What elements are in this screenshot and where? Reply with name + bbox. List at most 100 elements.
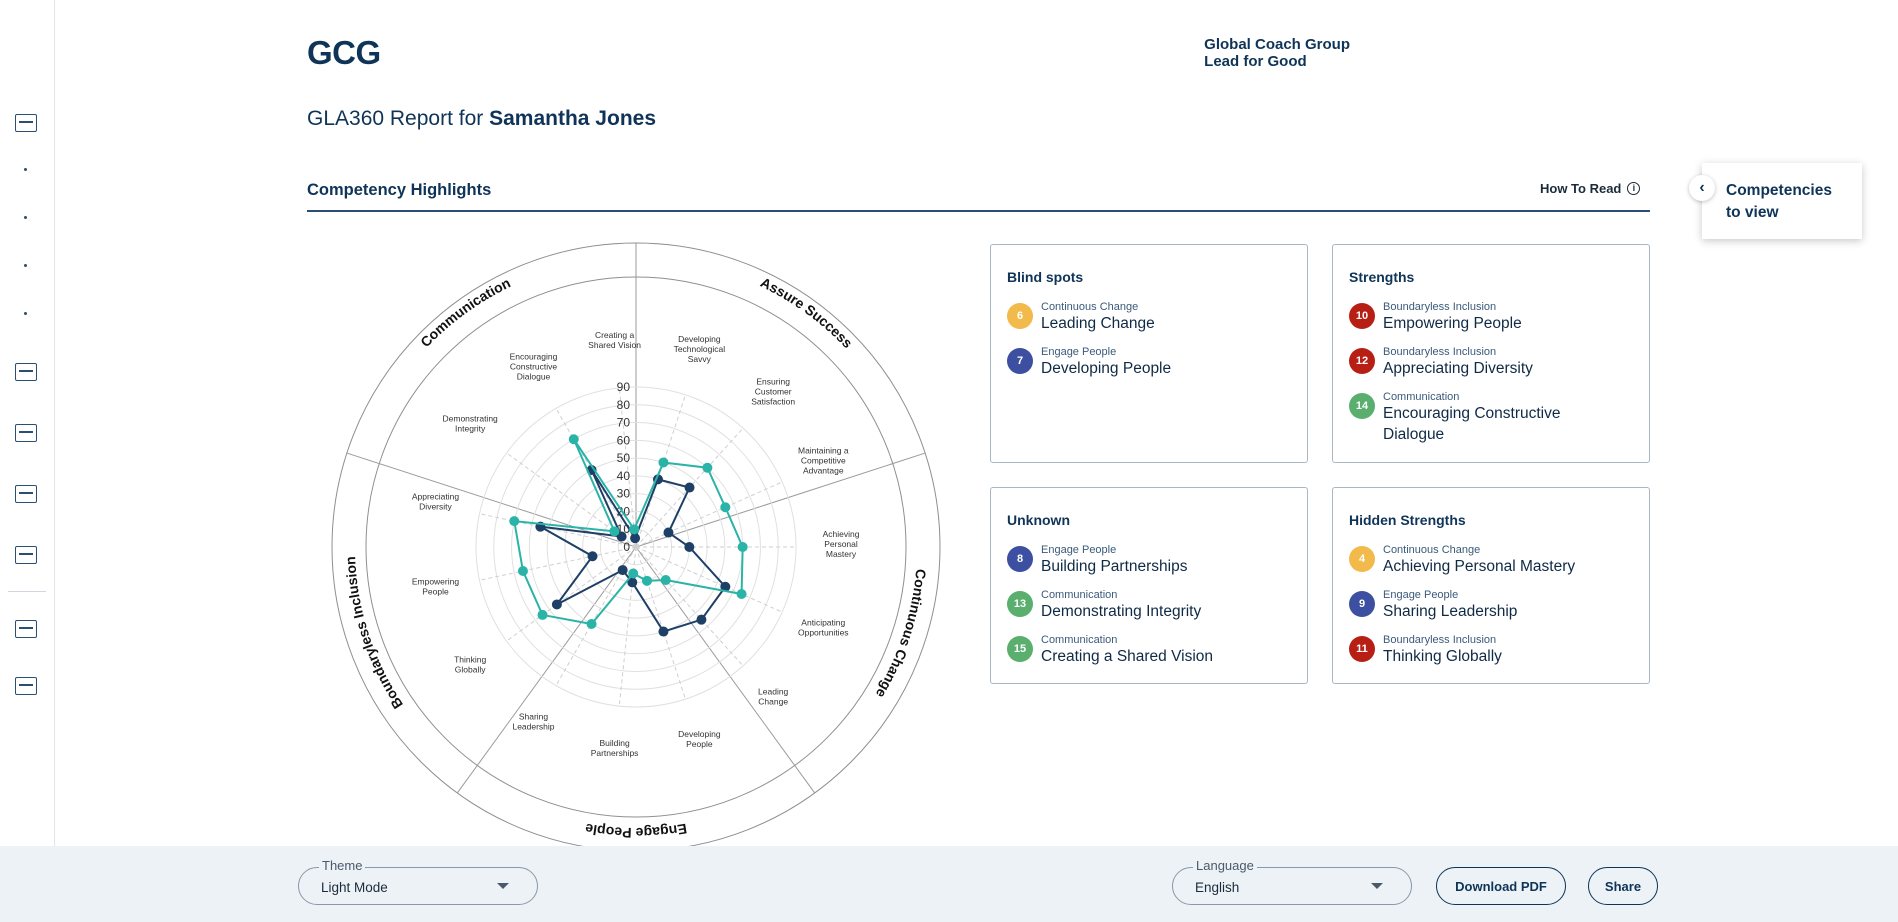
download-report-icon[interactable] xyxy=(15,424,37,442)
grid-spoke xyxy=(506,546,637,642)
competency-name: Empowering People xyxy=(1383,315,1522,332)
competency-number-badge: 6 xyxy=(1007,303,1033,329)
category-label: Ensuring Customer Satisfaction xyxy=(751,377,795,407)
competency-category: Boundaryless Inclusion xyxy=(1383,346,1497,358)
competency-number-badge: 9 xyxy=(1349,591,1375,617)
list-item: 6 Continuous Change Leading Change xyxy=(1007,301,1307,334)
data-point xyxy=(660,575,671,586)
dot-icon[interactable] xyxy=(24,216,27,219)
dashboard-icon[interactable] xyxy=(15,114,37,132)
card-title: Blind spots xyxy=(1007,269,1084,285)
unknown-card: Unknown 8 Engage People Building Partnersh… xyxy=(990,487,1308,684)
list-icon[interactable] xyxy=(15,677,37,695)
data-point xyxy=(684,482,695,493)
chevron-left-icon[interactable]: ‹ xyxy=(1689,175,1715,201)
compare-icon[interactable] xyxy=(15,485,37,503)
competency-text: Boundaryless Inclusion Empowering People xyxy=(1383,301,1613,334)
grid-spoke xyxy=(635,546,783,613)
competency-number-badge: 11 xyxy=(1349,636,1375,662)
category-label: Leading Change xyxy=(758,686,789,706)
data-point xyxy=(627,577,638,588)
upload-report-icon[interactable] xyxy=(15,363,37,381)
scale-tick-label: 90 xyxy=(617,380,631,394)
data-point xyxy=(641,575,652,586)
category-label: Encouraging Constructive Dialogue xyxy=(510,351,558,381)
category-label: Demonstrating Integrity xyxy=(443,414,499,434)
group-label: Engage People xyxy=(584,821,688,841)
scale-tick-label: 80 xyxy=(617,398,631,412)
document-icon[interactable] xyxy=(15,546,37,564)
scale-tick-label: 70 xyxy=(617,416,631,430)
competency-text: Communication Demonstrating Integrity xyxy=(1041,589,1271,622)
grid-spoke xyxy=(506,452,637,548)
competency-category: Communication xyxy=(1041,634,1118,646)
grid-ring xyxy=(511,422,761,672)
hidden-strengths-card: Hidden Strengths 4 Continuous Change Achie… xyxy=(1332,487,1650,684)
competency-name: Demonstrating Integrity xyxy=(1041,603,1202,620)
category-label: Thinking Globally xyxy=(454,654,486,674)
category-label: Achieving Personal Mastery xyxy=(823,529,860,559)
list-item: 14 Communication Encouraging Constructive … xyxy=(1349,391,1649,445)
list-item: 8 Engage People Building Partnerships xyxy=(1007,544,1307,577)
table-icon[interactable] xyxy=(15,620,37,638)
category-label: Appreciating Diversity xyxy=(412,491,460,511)
competencies-panel[interactable]: Competencies to view xyxy=(1702,163,1862,239)
competencies-panel-title-1: Competencies xyxy=(1726,182,1832,199)
competency-number-badge: 12 xyxy=(1349,348,1375,374)
dot-icon[interactable] xyxy=(24,312,27,315)
how-to-read-button[interactable]: How To Read i xyxy=(1540,181,1641,196)
group-separator xyxy=(456,546,637,794)
chevron-down-icon xyxy=(497,883,509,889)
data-point xyxy=(587,551,598,562)
category-label: Developing Technological Savvy xyxy=(674,334,726,364)
dot-icon[interactable] xyxy=(24,168,27,171)
list-item: 4 Continuous Change Achieving Personal Mas… xyxy=(1349,544,1649,577)
competency-text: Continuous Change Achieving Personal Mast… xyxy=(1383,544,1613,577)
dot-icon[interactable] xyxy=(24,264,27,267)
language-value: English xyxy=(1195,880,1240,895)
strengths-card: Strengths 10 Boundaryless Inclusion Empowe… xyxy=(1332,244,1650,463)
competency-text: Boundaryless Inclusion Thinking Globally xyxy=(1383,634,1613,667)
competency-name: Developing People xyxy=(1041,360,1172,377)
card-title: Unknown xyxy=(1007,512,1070,528)
grid-spoke xyxy=(618,387,637,548)
category-label: Creating a Shared Vision xyxy=(588,330,641,350)
download-pdf-button[interactable]: Download PDF xyxy=(1436,867,1566,905)
data-point xyxy=(616,531,627,542)
theme-label: Theme xyxy=(319,858,366,873)
competency-name: Encouraging Constructive Dialogue xyxy=(1383,405,1561,443)
list-item: 13 Communication Demonstrating Integrity xyxy=(1007,589,1307,622)
competency-category: Continuous Change xyxy=(1383,544,1481,556)
data-point xyxy=(551,599,562,610)
section-divider xyxy=(307,210,1650,212)
series-line xyxy=(539,469,727,633)
competency-name: Sharing Leadership xyxy=(1383,603,1518,620)
brand-block: Global Coach Group Lead for Good xyxy=(1204,36,1350,70)
brand-tagline: Lead for Good xyxy=(1204,53,1307,70)
list-item: 15 Communication Creating a Shared Vision xyxy=(1007,634,1307,667)
competency-text: Boundaryless Inclusion Appreciating Diver… xyxy=(1383,346,1613,379)
data-point xyxy=(658,626,669,637)
competency-text: Communication Creating a Shared Vision xyxy=(1041,634,1271,667)
competency-name: Thinking Globally xyxy=(1383,648,1502,665)
data-point xyxy=(720,581,731,592)
language-select[interactable]: Language English xyxy=(1172,858,1412,905)
category-label: Building Partnerships xyxy=(591,738,639,758)
data-point xyxy=(509,516,520,527)
share-button[interactable]: Share xyxy=(1588,867,1658,905)
theme-select[interactable]: Theme Light Mode xyxy=(298,858,538,905)
page-title: GLA360 Report for Samantha Jones xyxy=(307,107,656,131)
card-title: Hidden Strengths xyxy=(1349,512,1466,528)
data-point xyxy=(609,526,620,537)
competencies-panel-title-2: to view xyxy=(1726,204,1779,221)
competency-text: Communication Encouraging Constructive Di… xyxy=(1383,391,1613,445)
competency-number-badge: 15 xyxy=(1007,636,1033,662)
scale-tick-label: 60 xyxy=(617,433,631,447)
language-label: Language xyxy=(1193,858,1257,873)
data-point xyxy=(629,524,640,535)
group-label: Boundaryless Inclusion xyxy=(342,556,406,712)
competency-number-badge: 8 xyxy=(1007,546,1033,572)
grid-spoke xyxy=(618,546,637,707)
list-item: 9 Engage People Sharing Leadership xyxy=(1349,589,1649,622)
